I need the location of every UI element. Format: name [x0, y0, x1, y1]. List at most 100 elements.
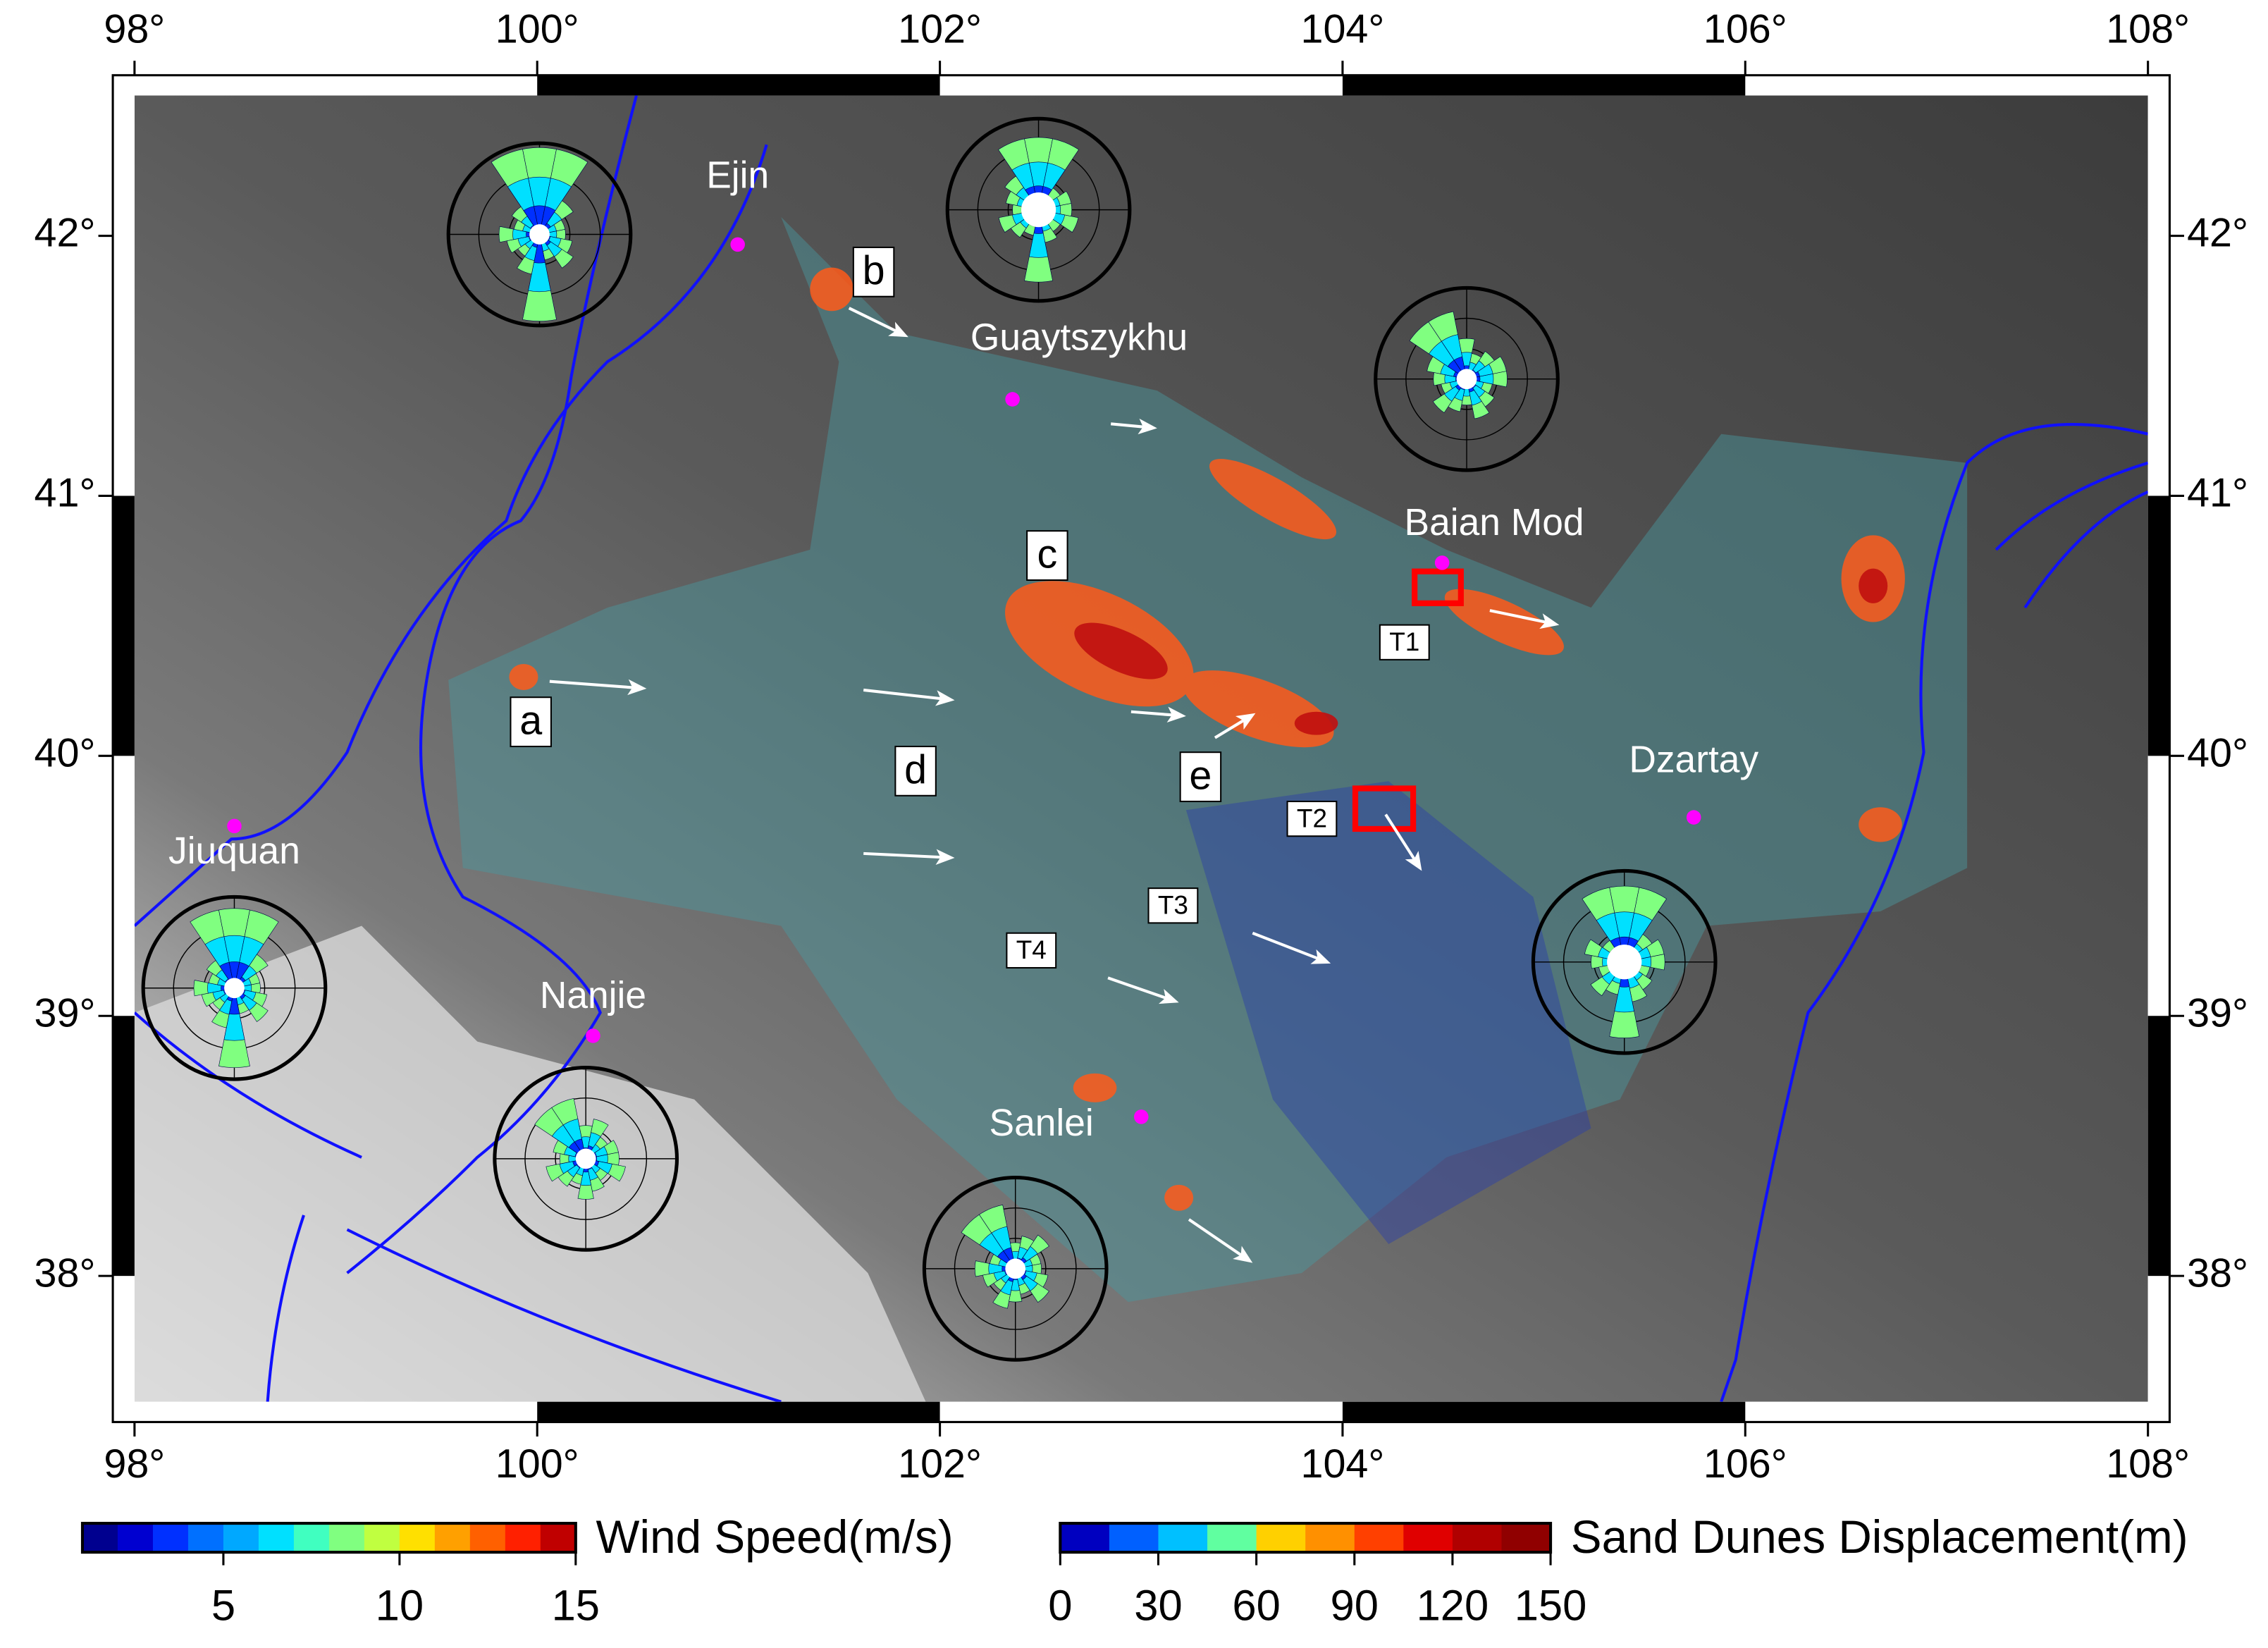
- rose-center: [1005, 1258, 1026, 1279]
- colorbar-swatch: [1452, 1523, 1503, 1553]
- colorbar-swatch: [1060, 1523, 1110, 1553]
- map-body: [134, 95, 2148, 1402]
- colorbar-tick-label: 120: [1417, 1581, 1489, 1630]
- frame-band: [1342, 1401, 1746, 1422]
- lon-label: 98°: [104, 6, 165, 51]
- lon-label: 102°: [898, 6, 982, 51]
- frame-band: [113, 1016, 135, 1277]
- rose-center: [224, 978, 245, 999]
- region-box: [510, 696, 552, 748]
- transect-box: [1286, 800, 1338, 837]
- study-box: [1352, 785, 1417, 832]
- frame-band: [537, 75, 940, 96]
- place-dot: [1434, 555, 1450, 570]
- overlays: [1352, 568, 1464, 832]
- rose-center: [575, 1148, 596, 1169]
- lat-label: 39°: [35, 990, 96, 1035]
- lon-label: 98°: [104, 1441, 165, 1487]
- flow-arrow-head: [1310, 949, 1331, 964]
- rose-center: [1456, 369, 1477, 390]
- colorbar-title: Sand Dunes Displacement(m): [1571, 1511, 2188, 1563]
- study-box: [1412, 568, 1464, 606]
- colorbar-swatch: [540, 1523, 577, 1553]
- mountains: [134, 926, 926, 1402]
- region-box: [852, 246, 895, 297]
- colorbar-swatch: [1256, 1523, 1306, 1553]
- place-dot: [1686, 810, 1701, 825]
- lat-label: 42°: [35, 211, 96, 256]
- transect-box: [1147, 887, 1199, 924]
- flow-arrow: [549, 680, 636, 689]
- flow-arrow: [1489, 609, 1548, 625]
- colorbar-swatch: [364, 1523, 400, 1553]
- flow-arrow: [1252, 931, 1321, 961]
- dune-field-low: [1185, 781, 1591, 1244]
- place-dot: [586, 1028, 600, 1043]
- lon-label: 104°: [1301, 6, 1385, 51]
- flow-arrow-head: [935, 849, 955, 865]
- colorbar-swatch: [328, 1523, 365, 1553]
- flow-arrow-head: [1158, 989, 1179, 1004]
- flow-arrow: [1110, 422, 1146, 429]
- flow-arrow: [1107, 976, 1169, 1000]
- colorbar-swatch: [1501, 1523, 1551, 1553]
- lat-label: 39°: [2187, 990, 2248, 1035]
- lon-label: 104°: [1301, 1441, 1385, 1487]
- place-dot: [1005, 392, 1020, 407]
- transect-label: T2: [1297, 804, 1327, 832]
- colorbar-frame: [1059, 1522, 1553, 1554]
- colorbar-tick-label: 150: [1515, 1581, 1587, 1630]
- transect-box: [1006, 932, 1057, 969]
- region-box: [1026, 530, 1068, 582]
- flow-arrow-head: [1166, 706, 1186, 722]
- region-label: a: [519, 698, 542, 743]
- flow-arrow-head: [627, 679, 647, 696]
- wind-rose: [922, 1176, 1109, 1362]
- frame-band: [537, 1401, 940, 1422]
- place-label: Ejin: [706, 155, 769, 197]
- colorbar-swatch: [1354, 1523, 1404, 1553]
- rivers: [134, 95, 2148, 1402]
- region-label: d: [904, 747, 927, 792]
- lon-label: 102°: [898, 1441, 982, 1487]
- lat-label: 40°: [2187, 731, 2248, 776]
- flow-arrow: [848, 307, 899, 333]
- lat-label: 42°: [2187, 211, 2248, 256]
- colorbar-tick-label: 5: [211, 1581, 235, 1630]
- region-box: [1179, 751, 1222, 803]
- place-label: Guaytszykhu: [970, 316, 1188, 358]
- lat-label: 41°: [35, 471, 96, 516]
- colorbar-swatch: [1403, 1523, 1453, 1553]
- flow-arrow-head: [1405, 851, 1422, 871]
- rose-center: [1021, 192, 1056, 228]
- flow-arrow: [863, 688, 944, 701]
- region-label: b: [863, 248, 885, 293]
- colorbar-swatch: [117, 1523, 154, 1553]
- lon-label: 108°: [2106, 6, 2190, 51]
- transect-box: [1379, 624, 1430, 660]
- rose-center: [529, 224, 550, 245]
- colorbar-swatch: [223, 1523, 259, 1553]
- frame-band: [2147, 496, 2170, 756]
- colorbar-tick-label: 60: [1232, 1581, 1280, 1630]
- flow-arrow-head: [1539, 613, 1560, 629]
- region-box: [894, 745, 937, 797]
- lat-label: 41°: [2187, 471, 2248, 516]
- colorbar-tick-label: 10: [376, 1581, 424, 1630]
- flow-arrow-head: [935, 690, 955, 706]
- flow-arrow: [1384, 813, 1417, 862]
- wind-rose: [945, 116, 1132, 303]
- rose-center: [1607, 945, 1642, 980]
- flow-arrow: [1130, 710, 1175, 717]
- lat-label: 40°: [35, 731, 96, 776]
- flow-arrow-head: [888, 321, 908, 338]
- region-label: e: [1189, 753, 1212, 798]
- colorbar-tick-label: 15: [552, 1581, 600, 1630]
- colorbar-swatch: [187, 1523, 224, 1553]
- lon-label: 100°: [495, 6, 579, 51]
- place-label: Sanlei: [990, 1102, 1094, 1144]
- lat-label: 38°: [35, 1250, 96, 1296]
- colorbar-swatch: [82, 1523, 118, 1553]
- colorbar-swatch: [1305, 1523, 1355, 1553]
- colorbar-swatch: [152, 1523, 189, 1553]
